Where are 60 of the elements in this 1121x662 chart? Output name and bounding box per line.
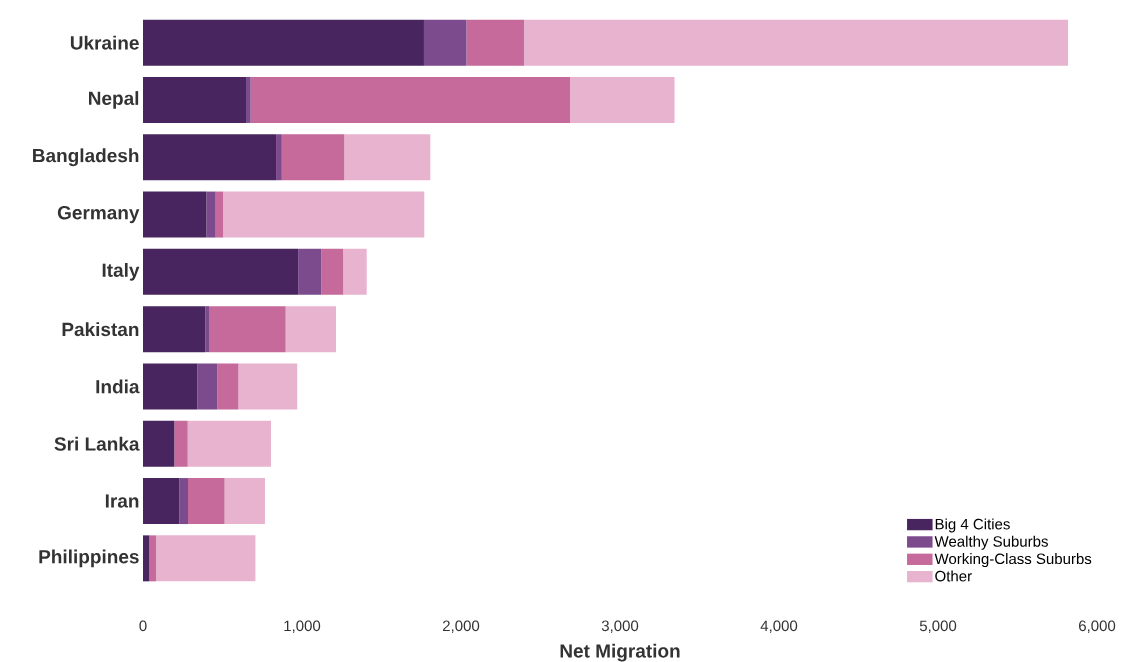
bar <box>156 535 256 582</box>
bar <box>179 478 188 525</box>
y-tick-label: Italy <box>102 263 140 281</box>
x-tick-label: 0 <box>139 620 147 632</box>
bar <box>143 191 207 238</box>
y-tick-label: Sri Lanka <box>54 436 140 451</box>
y-tick-label: Pakistan <box>62 322 139 337</box>
bar <box>143 134 277 181</box>
bar <box>143 420 175 467</box>
bar <box>149 535 157 582</box>
bar <box>223 191 425 238</box>
bar <box>215 191 224 238</box>
bar <box>250 76 571 123</box>
bar <box>321 248 344 295</box>
x-tick-label: 6,000 <box>1079 620 1116 633</box>
bar <box>246 76 251 123</box>
bar <box>276 134 282 181</box>
x-tick-label: 1,000 <box>284 620 321 633</box>
y-tick-label: Nepal <box>89 91 139 109</box>
y-tick-label: India <box>96 379 140 394</box>
bar <box>174 420 188 467</box>
bar <box>238 363 298 410</box>
bar <box>188 478 225 525</box>
legend-label: Other <box>935 570 972 582</box>
bar <box>423 19 467 66</box>
y-tick-label: Bangladesh <box>33 148 139 167</box>
bar <box>143 76 247 123</box>
y-tick-label: Ukraine <box>70 35 139 50</box>
bar <box>570 76 675 123</box>
bar <box>217 363 239 410</box>
bar <box>197 363 218 410</box>
x-tick-label: 4,000 <box>760 620 798 633</box>
bar <box>205 306 209 353</box>
bar <box>143 248 299 295</box>
bar <box>143 535 150 582</box>
legend-label: Working-Class Suburbs <box>934 553 1092 568</box>
bar <box>224 478 265 525</box>
x-tick-label: 3,000 <box>601 620 639 633</box>
bar <box>143 363 198 410</box>
bar <box>344 134 431 181</box>
legend-label: Big 4 Cities <box>935 518 1010 533</box>
legend-label: Wealthy Suburbs <box>934 535 1048 550</box>
y-tick-label: Germany <box>57 205 140 224</box>
bar <box>281 134 345 181</box>
bar <box>187 420 271 467</box>
bar <box>143 306 206 353</box>
bar <box>208 306 286 353</box>
bar <box>206 191 216 238</box>
bar <box>523 19 1069 66</box>
y-tick-label: Philippines <box>39 549 139 568</box>
bar <box>143 478 180 525</box>
bar <box>143 19 424 66</box>
x-tick-label: 5,000 <box>919 620 957 633</box>
bar <box>466 19 524 66</box>
x-axis-title: Net Migration <box>560 643 680 662</box>
bar <box>298 248 322 295</box>
bar <box>343 248 367 295</box>
y-tick-label: Iran <box>105 494 139 508</box>
x-tick-label: 2,000 <box>442 620 480 633</box>
bar <box>285 306 337 353</box>
